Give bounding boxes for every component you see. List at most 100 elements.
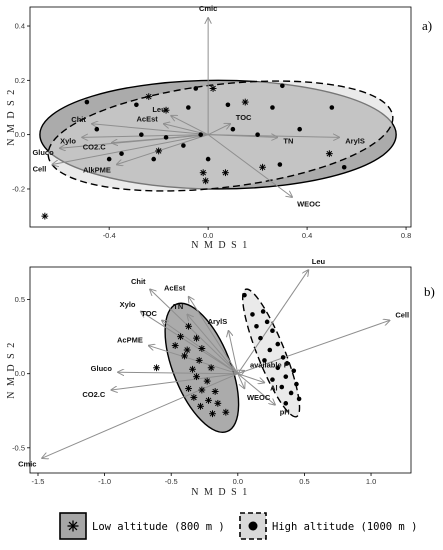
panel-a-low-altitude-point bbox=[199, 169, 207, 177]
legend-high-swatch bbox=[239, 512, 267, 540]
panel-a-points bbox=[41, 83, 347, 220]
panel-b-vector-Leu bbox=[237, 270, 309, 374]
panel-b-low-altitude-point bbox=[222, 408, 230, 416]
panel-a-high-altitude-point bbox=[151, 156, 157, 162]
panel-b-high-altitude-point bbox=[270, 377, 275, 382]
panel-a-vector-Chit bbox=[92, 124, 209, 136]
panel-a-x-tick-label: 0.4 bbox=[302, 231, 312, 240]
panel-b-y-axis-title: N M D S 2 bbox=[6, 341, 17, 398]
panel-b-low-altitude-point bbox=[207, 364, 215, 372]
panel-b-x-axis-title: N M D S 1 bbox=[191, 487, 248, 498]
panel-b-low-altitude-point bbox=[181, 352, 188, 360]
panel-a-high-altitude-point bbox=[134, 102, 139, 108]
panel-b-vector-label: ArylS bbox=[208, 317, 228, 326]
panel-b-vector-label: Leu bbox=[312, 257, 326, 266]
panel-b-vector-available P bbox=[238, 371, 245, 374]
panel-a-low-altitude-point bbox=[259, 163, 266, 171]
panel-a-high-altitude-point bbox=[119, 151, 124, 156]
panel-b-y-tick-label: -0.5 bbox=[12, 443, 25, 452]
panel-a-label: a) bbox=[422, 18, 432, 33]
panel-a-vector-label: CO2.C bbox=[83, 142, 107, 151]
panel-b-vector-WEOC bbox=[237, 373, 245, 389]
panel-a-high-altitude-point bbox=[181, 143, 186, 148]
panel-b-vector-Al bbox=[237, 373, 265, 383]
panel-b-high-altitude-point bbox=[275, 341, 281, 347]
panel-a-high-altitude-point bbox=[280, 83, 285, 89]
panel-b-low-altitude-point bbox=[177, 333, 184, 341]
panel-a-vector-AlkPME bbox=[117, 134, 209, 165]
panel-b-vector-label: TOC bbox=[141, 309, 157, 318]
panel-b-low-altitude-point bbox=[171, 342, 179, 349]
panel-a-vectors bbox=[52, 18, 339, 197]
panel-a-vector-label: Xylo bbox=[60, 136, 76, 145]
panel-b-vector-pH bbox=[237, 373, 275, 405]
panel-b-high-altitude-point bbox=[258, 335, 263, 341]
panel-b-low-altitude-point bbox=[198, 345, 206, 352]
panel-b-high-altitude-point bbox=[284, 361, 290, 366]
panel-a-vector-Cell bbox=[52, 134, 209, 165]
panel-b-low-altitude-point bbox=[203, 377, 211, 385]
panel-b-vector-labels: Leu Cell Chit AcEst Xylo TN TOC ArylS AcPME avail… bbox=[18, 257, 409, 469]
panel-a-vector-label: AcEst bbox=[137, 114, 159, 123]
legend-low-swatch bbox=[59, 512, 87, 540]
panel-a-vector-Xylo bbox=[82, 135, 209, 138]
panel-a-vector-label: Cmic bbox=[199, 4, 217, 13]
panel-a-low-altitude-point bbox=[145, 93, 153, 101]
panel-a-x-tick-label: -0.4 bbox=[103, 231, 116, 240]
panel-b-vector-Cmic bbox=[42, 373, 239, 458]
panel-b-low-altitude-point bbox=[185, 322, 192, 330]
panel-b-low-altitude-point bbox=[205, 396, 212, 404]
panel-a-low-altitude-point bbox=[325, 150, 333, 158]
panel-a-y-tick-label: 0.2 bbox=[15, 76, 25, 85]
panel-b-high-altitude-point bbox=[294, 381, 299, 387]
panel-b-high-altitude-point bbox=[283, 401, 289, 406]
panel-a-vector-label: Chit bbox=[71, 115, 86, 124]
panel-b-vector-label: CO2.C bbox=[82, 390, 106, 399]
panel-b-ticks: -1.5 -1.0 -0.5 0.0 0.5 1.0 -0.5 0.0 0.5 bbox=[12, 295, 376, 486]
legend-high-dot-icon bbox=[248, 521, 258, 531]
panel-b-vector-Chit bbox=[150, 289, 239, 375]
panel-b-vector-AcPME bbox=[149, 346, 238, 375]
panel-b-x-tick-label: -0.5 bbox=[165, 477, 178, 486]
panel-a-vector-Gluco bbox=[60, 134, 209, 149]
panel-b-vector-label: AcEst bbox=[164, 284, 186, 293]
panel-b-low-altitude-point bbox=[197, 402, 204, 410]
panel-b-high-altitude-point bbox=[242, 292, 247, 298]
panel-a-vector-Leu bbox=[171, 116, 209, 136]
panel-a-vector-label: TOC bbox=[236, 113, 252, 122]
panel-b-y-tick-label: 0.5 bbox=[15, 295, 25, 304]
panel-b-vector-ArylS bbox=[228, 331, 239, 374]
panel-b-x-tick-label: -1.5 bbox=[32, 477, 45, 486]
panel-a-ticks: -0.4 0.0 0.4 0.8 -0.2 0.0 0.2 0.4 bbox=[12, 22, 411, 240]
panel-a-high-altitude-point bbox=[225, 102, 231, 108]
panel-b-high-altitude-point bbox=[262, 358, 267, 363]
panel-b-low-altitude-point bbox=[211, 388, 219, 395]
panel-b-low-altitude-point bbox=[198, 386, 206, 394]
panel-b-low-altitude-point bbox=[185, 385, 192, 392]
panel-a-x-tick-label: 0.0 bbox=[203, 231, 213, 240]
panel-b-high-altitude-point bbox=[250, 312, 255, 317]
panel-b-low-altitude-point bbox=[193, 334, 200, 342]
panel-b-high-altitude-point bbox=[270, 328, 275, 334]
panel-a-low-altitude-point bbox=[162, 106, 170, 114]
panel-a-low-altitude-point bbox=[222, 169, 229, 177]
panel-b-vector-Gluco bbox=[118, 372, 238, 373]
panel-a-high-altitude-point bbox=[186, 105, 191, 110]
panel-a-low-altitude-point bbox=[41, 212, 49, 220]
panel-a-vector-label: AlkPME bbox=[83, 165, 111, 174]
panel-b-high-altitude-point bbox=[275, 365, 281, 371]
panel-b-low-altitude-point bbox=[190, 394, 198, 401]
panel-a-vector-labels: Cmic Leu Chit AcEst TOC Xylo CO2.C Gluco Cell Alk… bbox=[32, 4, 364, 209]
panel-b-high-altitude-point bbox=[267, 347, 273, 353]
panel-b-vector-label: TN bbox=[173, 302, 183, 311]
panel-a-high-altitude-point bbox=[106, 156, 112, 162]
panel-a-low-altitude-point bbox=[202, 177, 210, 185]
panel-a-high-altitude-point bbox=[198, 132, 204, 137]
panel-b-low-altitude-point bbox=[153, 364, 160, 372]
panel-a-y-tick-label: 0.0 bbox=[15, 130, 25, 139]
panel-b-vector-label: AcPME bbox=[117, 336, 143, 345]
panel-b-vector-AcEst bbox=[189, 297, 239, 374]
legend-low-asterisk-icon bbox=[67, 520, 79, 532]
panel-b-vector-label: pH bbox=[280, 408, 290, 417]
panel-a-vector-WEOC bbox=[207, 134, 292, 197]
